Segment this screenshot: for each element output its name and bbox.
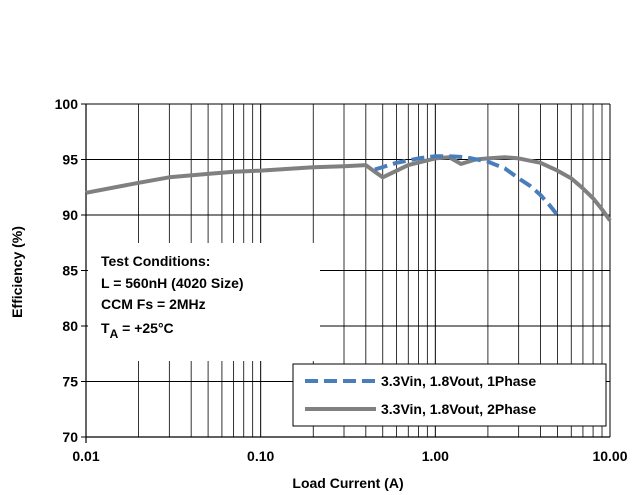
x-axis-title: Load Current (A)	[292, 475, 403, 491]
legend-box	[292, 363, 607, 427]
y-tick-label: 75	[62, 374, 78, 390]
y-tick-label: 100	[55, 96, 79, 112]
y-tick-label: 85	[62, 263, 78, 279]
x-tick-label: 1.00	[422, 448, 449, 464]
temperature-value: = +25°C	[118, 320, 173, 336]
y-tick-label: 90	[62, 207, 78, 223]
x-tick-labels: 0.01 0.10 1.00 10.00	[72, 448, 627, 464]
temperature-symbol: T	[101, 320, 110, 336]
legend: 3.3Vin, 1.8Vout, 1Phase 3.3Vin, 1.8Vout,…	[292, 363, 607, 427]
series-layer	[85, 154, 612, 222]
test-conditions-line2: L = 560nH (4020 Size)	[101, 275, 244, 291]
y-axis-title: Efficiency (%)	[9, 226, 25, 318]
x-tick-label: 0.01	[72, 448, 99, 464]
y-tick-label: 70	[62, 429, 78, 445]
test-conditions-line1: Test Conditions:	[101, 253, 210, 269]
y-tick-label: 80	[62, 318, 78, 334]
series-line-1phase	[374, 154, 559, 217]
test-conditions-line4: TA = +25°C	[101, 320, 174, 341]
legend-label-2phase: 3.3Vin, 1.8Vout, 2Phase	[381, 401, 536, 417]
y-tick-label: 95	[62, 152, 78, 168]
x-tick-label: 0.10	[247, 448, 274, 464]
test-conditions-background	[88, 243, 320, 361]
x-tick-label: 10.00	[592, 448, 627, 464]
test-conditions-line3: CCM Fs = 2MHz	[101, 296, 206, 312]
test-conditions-box: Test Conditions: L = 560nH (4020 Size) C…	[88, 243, 320, 361]
legend-label-1phase: 3.3Vin, 1.8Vout, 1Phase	[381, 373, 536, 389]
y-tick-labels: 70 75 80 85 90 95 100	[55, 96, 86, 445]
temperature-subscript: A	[110, 327, 119, 341]
